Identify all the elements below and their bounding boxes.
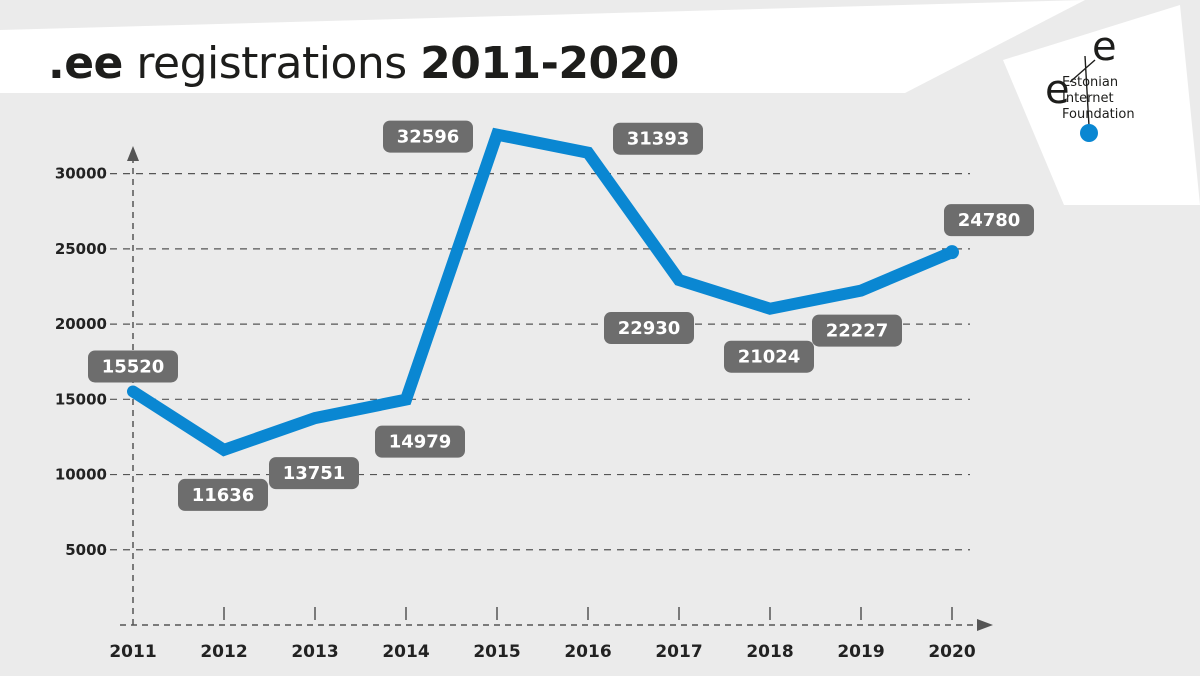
title-domain: .ee — [48, 38, 123, 89]
title-years: 2011-2020 — [420, 38, 679, 89]
data-label-box — [375, 425, 465, 458]
data-label-box — [724, 340, 814, 373]
data-label-box — [812, 314, 902, 347]
data-label-box — [178, 478, 268, 511]
data-label-text: 21024 — [738, 347, 801, 368]
data-label-text: 14979 — [389, 432, 452, 453]
data-label: 14979 — [375, 425, 465, 458]
axis-layer: 5000 10000 15000 20000 25000 30000 2011 2012 201… — [55, 146, 993, 662]
x-tick-label: 2011 — [109, 642, 156, 662]
logo-line: Internet — [1062, 91, 1114, 106]
x-tick-label: 2015 — [473, 642, 520, 662]
logo-text: Estonian Internet Foundation — [1062, 75, 1135, 123]
data-label-text: 11636 — [192, 485, 255, 506]
x-tick-label: 2020 — [928, 642, 975, 662]
data-label-box — [88, 350, 178, 383]
logo-line: Estonian — [1062, 75, 1119, 90]
x-tick-label: 2014 — [382, 642, 429, 662]
x-tick-label: 2018 — [746, 642, 793, 662]
data-label-text: 15520 — [102, 357, 165, 378]
data-label: 31393 — [613, 122, 703, 155]
x-tick-label: 2016 — [564, 642, 611, 662]
x-tick-label: 2012 — [200, 642, 247, 662]
series-end-point — [945, 245, 959, 260]
y-tick-label: 15000 — [55, 390, 107, 408]
data-label-box — [383, 120, 473, 153]
y-tick-label: 30000 — [55, 165, 107, 183]
series-line — [127, 127, 958, 457]
y-tick-label: 5000 — [65, 541, 107, 559]
data-label-text: 24780 — [958, 210, 1021, 231]
y-axis-arrow — [127, 146, 139, 161]
data-label-box — [613, 122, 703, 155]
data-label-box — [269, 457, 359, 490]
data-label-text: 32596 — [397, 127, 460, 148]
data-label: 21024 — [724, 340, 814, 373]
line-layer — [127, 127, 959, 457]
data-label-text: 31393 — [627, 129, 690, 150]
x-tick-label: 2017 — [655, 642, 702, 662]
label-layer: 15520 11636 13751 14979 32596 31393 22930 21024… — [88, 120, 1034, 511]
data-label: 13751 — [269, 457, 359, 490]
data-label: 24780 — [944, 204, 1034, 237]
data-label: 22227 — [812, 314, 902, 347]
data-label: 15520 — [88, 350, 178, 383]
data-label: 11636 — [178, 478, 268, 511]
data-label-text: 13751 — [283, 463, 346, 484]
y-tick-label: 25000 — [55, 240, 107, 258]
x-axis-arrow — [977, 619, 993, 631]
page-title: .ee registrations 2011-2020 — [48, 36, 679, 92]
grid-layer — [110, 173, 970, 551]
data-label-text: 22930 — [618, 318, 681, 339]
y-tick-label: 10000 — [55, 466, 107, 484]
x-tick-label: 2019 — [837, 642, 884, 662]
logo-line: Foundation — [1062, 107, 1135, 122]
data-label: 32596 — [383, 120, 473, 153]
y-tick-label: 20000 — [55, 315, 107, 333]
data-label-box — [604, 312, 694, 345]
x-tick-label: 2013 — [291, 642, 338, 662]
title-banner — [0, 0, 1085, 93]
data-label: 22930 — [604, 312, 694, 345]
title-text: registrations — [122, 38, 421, 89]
data-label-box — [944, 204, 1034, 237]
data-label-text: 22227 — [826, 321, 889, 342]
